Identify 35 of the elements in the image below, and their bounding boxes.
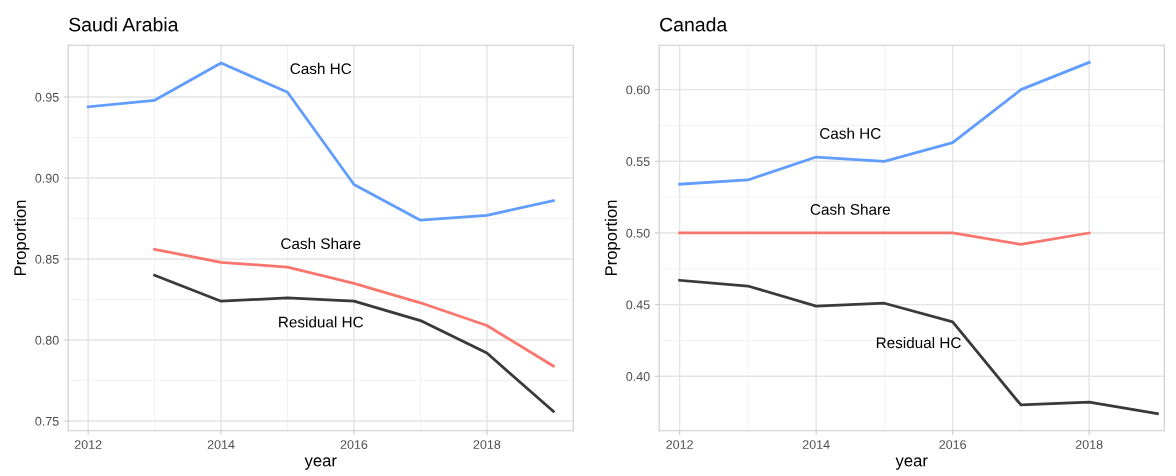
x-tick-label: 2014 (207, 440, 235, 449)
line-series (678, 278, 1159, 415)
series-label: Residual HC (876, 336, 961, 349)
y-tick-label: 0.50 (626, 228, 650, 238)
x-axis-title: year (895, 457, 928, 470)
series-label: Cash HC (820, 127, 881, 139)
x-tick-label: 2012 (666, 440, 693, 449)
y-tick-label: 0.45 (626, 300, 650, 310)
line-series (86, 61, 555, 222)
line-series (678, 61, 1091, 186)
series-label: Cash HC (290, 62, 352, 75)
y-tick-label: 0.75 (35, 416, 59, 426)
series-label: Residual HC (279, 316, 364, 328)
y-tick-label: 0.80 (35, 335, 59, 345)
series-label: Cash Share (810, 203, 890, 215)
y-axis-title: Proportion (604, 200, 621, 276)
x-tick-label: 2012 (74, 440, 102, 449)
chart-title: Canada (660, 17, 728, 32)
line-series (153, 273, 555, 413)
y-tick-label: 0.85 (35, 254, 59, 264)
y-tick-label: 0.90 (35, 173, 59, 183)
x-tick-label: 2016 (340, 440, 368, 449)
x-axis-title: year (304, 457, 337, 470)
y-tick-label: 0.55 (626, 157, 650, 166)
y-axis-title: Proportion (13, 200, 30, 276)
y-tick-label: 0.60 (626, 85, 650, 95)
line-series (153, 247, 555, 368)
series-label: Cash Share (281, 237, 361, 250)
chart-title: Saudi Arabia (69, 17, 179, 32)
x-tick-label: 2018 (473, 440, 501, 449)
x-tick-label: 2014 (802, 440, 830, 449)
x-tick-label: 2016 (939, 440, 967, 449)
y-tick-label: 0.40 (626, 372, 650, 381)
y-tick-label: 0.95 (35, 92, 59, 102)
x-tick-label: 2018 (1075, 440, 1103, 449)
